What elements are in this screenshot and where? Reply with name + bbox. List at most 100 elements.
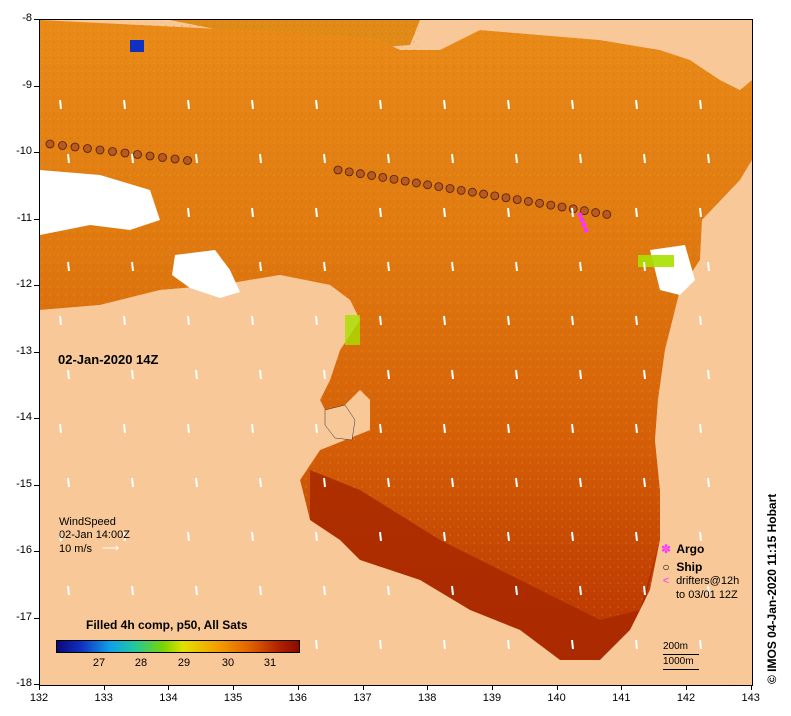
ship-position [355,169,365,179]
wind-vector [451,477,454,488]
lon-tick-label: 134 [159,692,178,704]
credit-text: © IMOS 04-Jan-2020 11:15 Hobart [765,493,779,684]
lat-tick [34,218,39,220]
lon-tick-label: 140 [547,692,566,704]
wind-vector [59,207,62,218]
wind-vector [507,639,510,650]
lat-tick [34,617,39,619]
wind-vector [451,261,454,272]
wind-vector [195,261,198,272]
wind-vector [451,369,454,380]
wind-vector [571,531,574,542]
lat-tick-label: -10 [16,145,32,157]
lat-tick-label: -9 [22,78,32,91]
ship-position [108,147,117,156]
wind-vector [323,477,326,488]
cool-patch [130,40,144,52]
wind-vector [635,531,638,542]
ship-position [546,200,556,210]
lat-tick-label: -16 [16,544,32,556]
wind-vector [515,261,518,272]
argo-icon: ✽ [660,542,672,556]
wind-vector [379,423,382,434]
wind-vector [507,531,510,542]
contour-200m: 200m [663,640,699,655]
wind-vector [707,585,710,596]
lat-tick-label: -14 [16,411,32,423]
wind-vector [131,369,134,380]
wind-vector [635,315,638,326]
ship-position [145,151,155,161]
lat-tick-label: -15 [16,477,32,490]
wind-vector [315,99,318,110]
wind-vector [579,477,582,488]
colorbar-tick-label: 31 [263,657,277,669]
lat-tick [34,85,39,87]
lon-tick [491,685,493,690]
wind-vector [67,261,70,272]
wind-vector [579,153,582,164]
wind-vector [131,153,134,164]
colorbar-tick-label: 27 [92,657,106,669]
wind-time: 02-Jan 14:00Z [59,529,130,541]
new-guinea-land [420,20,752,90]
wind-vector [195,153,198,164]
wind-vector [507,423,510,434]
ship-position [501,193,511,203]
legend-drifters-time: to 03/01 12Z [676,589,738,601]
ship-position [389,174,399,184]
legend-argo: ✽ Argo [660,542,705,556]
wind-vector [251,99,254,110]
ship-position [591,208,600,217]
wind-vector [131,477,134,488]
lat-tick-label: -11 [16,211,32,224]
lon-tick [686,685,687,690]
wind-vector [251,315,254,326]
lon-tick [103,685,105,690]
lat-tick [34,152,39,153]
wind-vector [123,531,126,542]
lon-tick [750,685,752,690]
ship-position [434,182,444,192]
wind-vector [195,477,198,488]
ship-position [467,187,477,197]
wind-vector [59,423,62,434]
wind-vector [259,153,262,164]
wind-arrow-icon: ⟶ [102,541,120,555]
wind-vector [59,99,62,110]
wind-vector [259,261,262,272]
wind-vector [67,477,70,488]
colorbar-tick-label: 30 [221,657,235,669]
ship-position [557,202,567,212]
drifter-track [577,212,589,233]
wind-vector [67,153,70,164]
wind-vector [643,585,646,596]
wind-vector [67,369,70,380]
cloud-patch [40,170,160,235]
lat-tick [34,418,39,419]
ship-position [411,178,421,188]
cloud-patch [172,250,240,298]
wind-vector [387,585,390,596]
ship-position [378,172,388,182]
wind-vector [387,153,390,164]
wind-vector [699,423,702,434]
depth-contour-legend: 200m 1000m [663,640,699,670]
wind-vector [643,261,646,272]
lat-tick-label: -12 [16,278,32,290]
wind-vector [379,207,382,218]
wind-vector-field [59,99,710,650]
wind-vector [643,153,646,164]
lon-tick-label: 137 [353,692,372,704]
ship-position [170,154,180,164]
lon-tick [168,685,170,690]
wind-vector [67,585,70,596]
wind-vector [635,423,638,434]
ship-position [490,191,500,201]
ship-position [580,206,589,216]
ship-position [445,184,455,193]
wind-vector [707,477,710,488]
lat-tick-label: -8 [22,12,32,24]
wind-vector [443,531,446,542]
wind-vector [259,585,262,596]
